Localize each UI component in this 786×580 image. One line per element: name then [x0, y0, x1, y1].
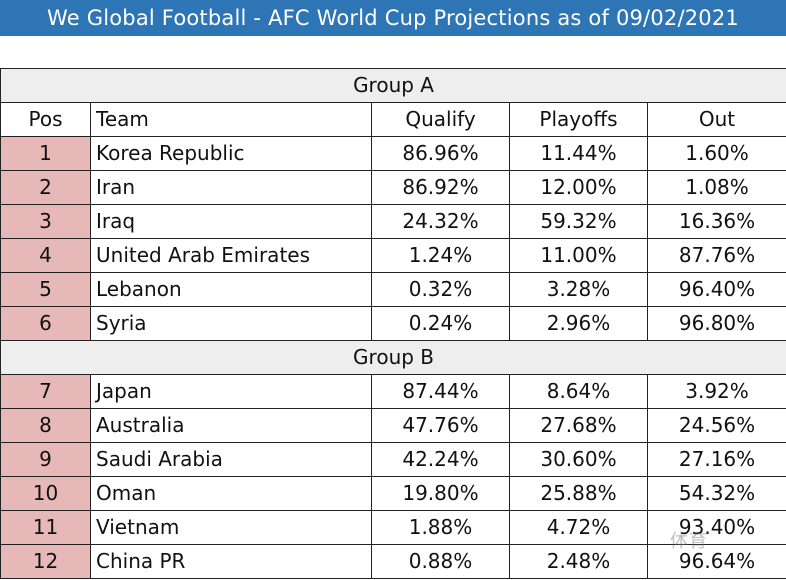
team-cell: Korea Republic [90, 136, 372, 171]
playoffs-cell: 2.48% [509, 544, 648, 579]
column-header-qualify: Qualify [371, 102, 510, 137]
pos-cell: 12 [0, 544, 91, 579]
pos-cell: 7 [0, 374, 91, 409]
watermark: 体育 [670, 531, 708, 552]
qualify-cell: 42.24% [371, 442, 510, 477]
column-header-out: Out [646, 102, 786, 137]
team-cell: Iran [90, 170, 372, 205]
table-row: 5 Lebanon 0.32% 3.28% 96.40% [0, 272, 786, 307]
table-row: 7 Japan 87.44% 8.64% 3.92% [0, 374, 786, 409]
team-cell: United Arab Emirates [90, 238, 372, 273]
pos-cell: 5 [0, 272, 91, 307]
team-cell: Australia [90, 408, 372, 443]
group-title: Group A [0, 68, 786, 103]
qualify-cell: 0.32% [371, 272, 510, 307]
page-title: We Global Football - AFC World Cup Proje… [0, 0, 786, 36]
playoffs-cell: 3.28% [509, 272, 648, 307]
pos-cell: 3 [0, 204, 91, 239]
playoffs-cell: 30.60% [509, 442, 648, 477]
qualify-cell: 1.88% [371, 510, 510, 545]
out-cell: 27.16% [646, 442, 786, 477]
qualify-cell: 47.76% [371, 408, 510, 443]
playoffs-cell: 8.64% [509, 374, 648, 409]
qualify-cell: 87.44% [371, 374, 510, 409]
qualify-cell: 86.92% [371, 170, 510, 205]
team-cell: Iraq [90, 204, 372, 239]
team-cell: Japan [90, 374, 372, 409]
team-cell: Syria [90, 306, 372, 341]
group-header-row: Group A [0, 68, 786, 103]
playoffs-cell: 27.68% [509, 408, 648, 443]
team-cell: China PR [90, 544, 372, 579]
table-row: 1 Korea Republic 86.96% 11.44% 1.60% [0, 136, 786, 171]
playoffs-cell: 25.88% [509, 476, 648, 511]
team-cell: Vietnam [90, 510, 372, 545]
table-row: 8 Australia 47.76% 27.68% 24.56% [0, 408, 786, 443]
playoffs-cell: 59.32% [509, 204, 648, 239]
qualify-cell: 0.88% [371, 544, 510, 579]
team-cell: Saudi Arabia [90, 442, 372, 477]
playoffs-cell: 11.00% [509, 238, 648, 273]
column-header-playoffs: Playoffs [509, 102, 648, 137]
out-cell: 1.60% [646, 136, 786, 171]
pos-cell: 10 [0, 476, 91, 511]
pos-cell: 8 [0, 408, 91, 443]
qualify-cell: 86.96% [371, 136, 510, 171]
column-header-pos: Pos [0, 102, 91, 137]
pos-cell: 6 [0, 306, 91, 341]
table-row: 12 China PR 0.88% 2.48% 96.64% [0, 544, 786, 579]
pos-cell: 1 [0, 136, 91, 171]
out-cell: 3.92% [646, 374, 786, 409]
playoffs-cell: 2.96% [509, 306, 648, 341]
table-row: 11 Vietnam 1.88% 4.72% 93.40% [0, 510, 786, 545]
table-row: 3 Iraq 24.32% 59.32% 16.36% [0, 204, 786, 239]
projections-table: Group A Pos Team Qualify Playoffs Out 1 Korea R… [0, 68, 786, 579]
qualify-cell: 1.24% [371, 238, 510, 273]
table-row: 4 United Arab Emirates 1.24% 11.00% 87.76% [0, 238, 786, 273]
column-header-row: Pos Team Qualify Playoffs Out [0, 102, 786, 137]
group-header-row: Group B [0, 340, 786, 375]
table-row: 9 Saudi Arabia 42.24% 30.60% 27.16% [0, 442, 786, 477]
out-cell: 96.80% [646, 306, 786, 341]
out-cell: 96.40% [646, 272, 786, 307]
out-cell: 96.64% [646, 544, 786, 579]
team-cell: Oman [90, 476, 372, 511]
playoffs-cell: 11.44% [509, 136, 648, 171]
qualify-cell: 19.80% [371, 476, 510, 511]
pos-cell: 9 [0, 442, 91, 477]
out-cell: 1.08% [646, 170, 786, 205]
team-cell: Lebanon [90, 272, 372, 307]
playoffs-cell: 4.72% [509, 510, 648, 545]
out-cell: 16.36% [646, 204, 786, 239]
qualify-cell: 0.24% [371, 306, 510, 341]
table-row: 10 Oman 19.80% 25.88% 54.32% [0, 476, 786, 511]
out-cell: 93.40% [646, 510, 786, 545]
pos-cell: 2 [0, 170, 91, 205]
qualify-cell: 24.32% [371, 204, 510, 239]
pos-cell: 4 [0, 238, 91, 273]
table-row: 6 Syria 0.24% 2.96% 96.80% [0, 306, 786, 341]
out-cell: 24.56% [646, 408, 786, 443]
group-title: Group B [0, 340, 786, 375]
projections-table-body: Group A Pos Team Qualify Playoffs Out 1 Korea R… [0, 68, 786, 579]
playoffs-cell: 12.00% [509, 170, 648, 205]
out-cell: 54.32% [646, 476, 786, 511]
out-cell: 87.76% [646, 238, 786, 273]
pos-cell: 11 [0, 510, 91, 545]
column-header-team: Team [90, 102, 372, 137]
table-row: 2 Iran 86.92% 12.00% 1.08% [0, 170, 786, 205]
